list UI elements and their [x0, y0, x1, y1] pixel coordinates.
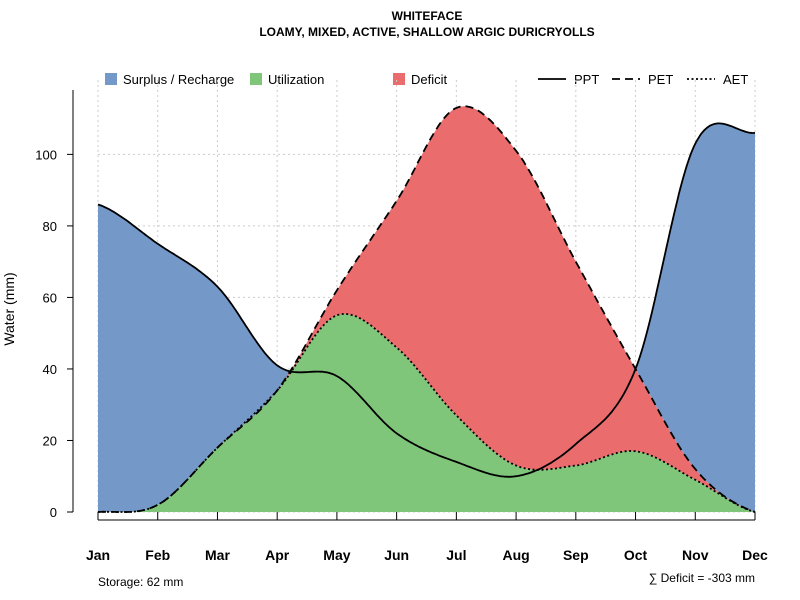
legend-label: Deficit [411, 72, 448, 87]
series-line-ppt [97, 122, 756, 478]
series-line-pet [97, 105, 756, 513]
x-tick-label: Dec [742, 547, 768, 563]
y-tick-label: 0 [50, 505, 57, 520]
x-tick-label: May [323, 547, 350, 563]
x-tick-label: Mar [205, 547, 230, 563]
surplus-area [98, 123, 755, 513]
storage-note: Storage: 62 mm [98, 575, 183, 589]
deficit-area [98, 106, 755, 513]
x-tick-label: Sep [563, 547, 589, 563]
chart-subtitle: LOAMY, MIXED, ACTIVE, SHALLOW ARGIC DURI… [259, 25, 594, 39]
deficit-note: ∑ Deficit = -303 mm [649, 571, 755, 585]
x-tick-label: Nov [682, 547, 709, 563]
x-tick-label: Apr [265, 547, 290, 563]
legend-label: PPT [574, 72, 599, 87]
y-tick-label: 80 [43, 219, 57, 234]
legend-swatch [105, 73, 117, 85]
x-tick-label: Feb [145, 547, 170, 563]
legend-label: AET [723, 72, 748, 87]
y-tick-label: 60 [43, 290, 57, 305]
y-tick-label: 40 [43, 362, 57, 377]
legend-label: PET [648, 72, 673, 87]
x-tick-label: Aug [502, 547, 529, 563]
lines [97, 105, 756, 513]
y-tick-label: 20 [43, 433, 57, 448]
x-tick-label: Jun [384, 547, 409, 563]
axes: 0 20 40 60 80 100 Jan Feb Mar Apr May Jun Jul Aug Sep O… [35, 90, 768, 563]
y-tick-label: 100 [35, 147, 57, 162]
x-tick-label: Oct [624, 547, 648, 563]
y-axis-label: Water (mm) [1, 272, 17, 345]
legend-label: Utilization [268, 72, 324, 87]
chart-title: WHITEFACE [392, 9, 463, 23]
x-tick-label: Jul [446, 547, 466, 563]
x-tick-label: Jan [86, 547, 110, 563]
legend-swatch [250, 73, 262, 85]
legend-label: Surplus / Recharge [123, 72, 234, 87]
legend: Surplus / Recharge Utilization Deficit PPT P… [105, 72, 748, 87]
legend-swatch [393, 73, 405, 85]
